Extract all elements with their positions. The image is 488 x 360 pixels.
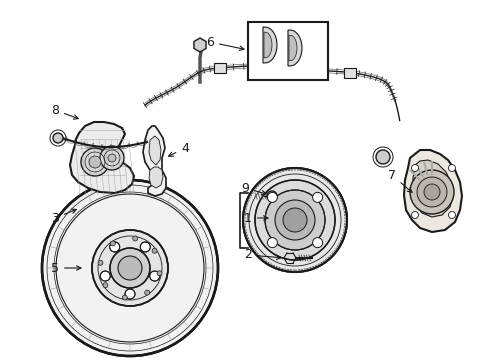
Text: 1: 1 <box>244 212 267 225</box>
Circle shape <box>102 283 108 288</box>
Circle shape <box>264 190 325 250</box>
Text: 4: 4 <box>168 141 188 156</box>
Polygon shape <box>149 167 163 188</box>
Polygon shape <box>263 27 276 63</box>
Circle shape <box>416 177 446 207</box>
Circle shape <box>243 168 346 272</box>
Circle shape <box>53 133 63 143</box>
Circle shape <box>89 156 101 168</box>
Polygon shape <box>287 30 302 66</box>
Circle shape <box>109 242 120 252</box>
Circle shape <box>100 146 124 170</box>
Text: 6: 6 <box>205 36 244 50</box>
Circle shape <box>411 212 418 219</box>
Circle shape <box>447 212 454 219</box>
Text: 9: 9 <box>241 181 265 195</box>
Circle shape <box>110 241 115 246</box>
Text: 8: 8 <box>51 104 78 119</box>
Circle shape <box>375 150 389 164</box>
Polygon shape <box>403 150 461 232</box>
Text: 5: 5 <box>51 261 81 275</box>
Circle shape <box>140 242 150 252</box>
Circle shape <box>274 200 314 240</box>
Circle shape <box>149 271 160 281</box>
Circle shape <box>447 165 454 171</box>
Circle shape <box>92 230 168 306</box>
Circle shape <box>110 248 150 288</box>
Polygon shape <box>412 160 452 217</box>
Text: 2: 2 <box>244 248 281 261</box>
Circle shape <box>81 148 109 176</box>
Circle shape <box>267 238 277 248</box>
Circle shape <box>254 180 334 260</box>
Circle shape <box>108 154 116 162</box>
Polygon shape <box>142 126 165 196</box>
Bar <box>247 22 327 80</box>
Circle shape <box>125 289 135 299</box>
Text: 3: 3 <box>51 209 76 225</box>
Polygon shape <box>264 32 271 58</box>
Bar <box>343 68 355 78</box>
Polygon shape <box>149 136 161 165</box>
Polygon shape <box>194 38 205 52</box>
Circle shape <box>266 191 276 201</box>
Circle shape <box>157 271 162 276</box>
Circle shape <box>152 248 157 253</box>
Circle shape <box>283 208 306 232</box>
Circle shape <box>411 165 418 171</box>
Circle shape <box>132 236 138 241</box>
Polygon shape <box>288 35 296 61</box>
Circle shape <box>144 290 149 295</box>
Circle shape <box>100 271 110 281</box>
Text: 7: 7 <box>387 168 411 192</box>
Bar <box>284 63 295 73</box>
Circle shape <box>42 180 218 356</box>
Circle shape <box>267 192 277 202</box>
Circle shape <box>118 256 142 280</box>
Circle shape <box>423 184 439 200</box>
Circle shape <box>98 260 103 265</box>
Circle shape <box>122 295 127 300</box>
Polygon shape <box>70 122 134 193</box>
Circle shape <box>312 192 322 202</box>
Bar <box>214 63 225 73</box>
Circle shape <box>312 238 322 248</box>
Circle shape <box>409 170 453 214</box>
